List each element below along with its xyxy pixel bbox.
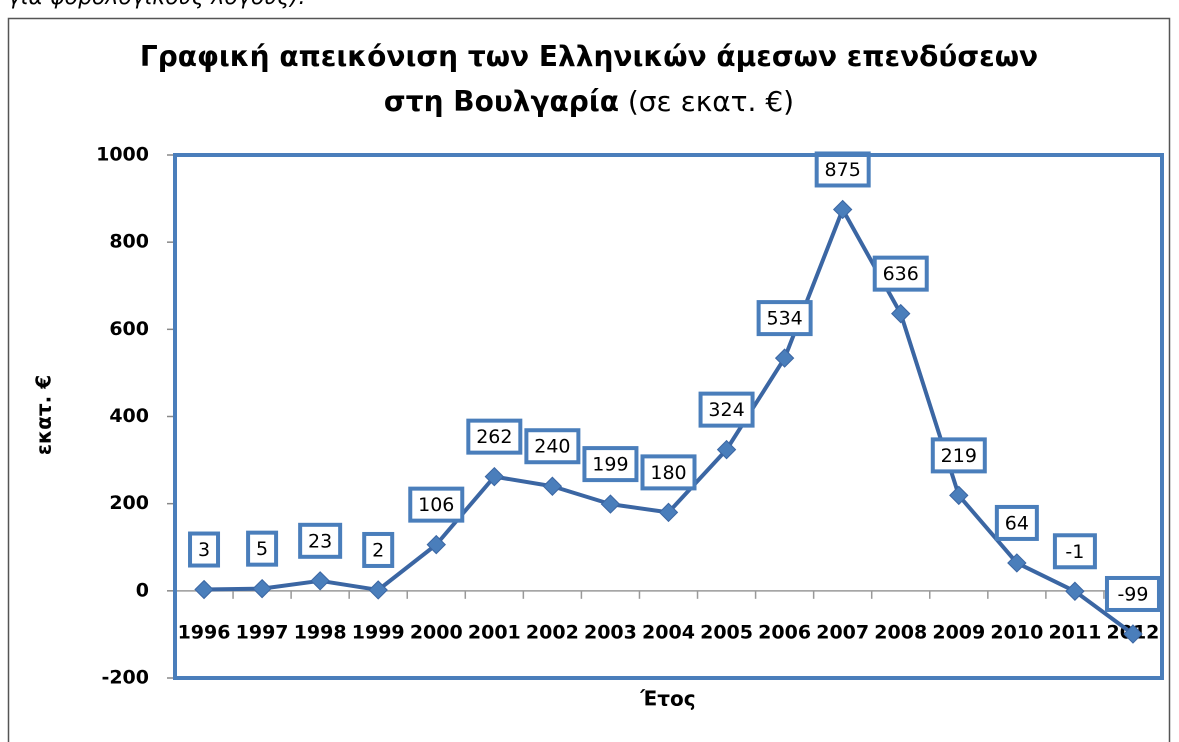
data-label: 324 [708,399,744,421]
data-marker [542,476,563,496]
data-marker [368,580,388,600]
data-marker [891,303,911,324]
data-label: 636 [883,263,919,285]
x-tick-label: 1996 [178,622,231,644]
data-label-box [994,504,1039,541]
plot-border [173,153,1164,680]
data-label-box [698,391,755,428]
y-axis-title: εκατ. € [32,375,56,455]
data-label: 64 [1005,512,1029,534]
data-label-box [298,522,343,559]
y-tick-label: 400 [109,405,149,427]
data-label: 2 [372,539,384,561]
data-label: 23 [308,530,332,552]
data-label-box [756,300,813,337]
chart-title-unit: (σε εκατ. €) [628,85,794,118]
x-tick-label: 2006 [758,622,811,644]
x-tick-label: 2001 [468,622,521,644]
page-text-fragment: για φορολογικούς λόγους). [8,0,306,10]
x-tick-label: 2010 [990,622,1043,644]
y-tick-label: 600 [109,318,149,340]
data-label-box [1052,533,1097,570]
x-tick-label: 1999 [352,622,405,644]
data-label: 875 [825,159,861,181]
data-marker [832,199,853,220]
x-tick-label: 1998 [294,622,347,644]
data-marker [774,348,795,368]
data-marker [949,485,969,506]
data-label: -1 [1065,541,1084,563]
data-label: 534 [766,308,802,330]
data-label: 262 [476,426,512,448]
y-tick-label: 800 [109,231,149,253]
data-marker [658,502,679,523]
data-label: 240 [534,436,570,458]
chart-title-bold: στη Βουλγαρία [384,85,619,118]
data-marker [600,494,621,514]
data-label-box [582,446,639,483]
x-tick-label: 2005 [700,622,753,644]
chart-title-line2: στη Βουλγαρία (σε εκατ. €) [384,85,794,118]
data-marker [716,439,737,460]
data-label: 219 [941,445,977,467]
x-tick-label: 2011 [1048,622,1101,644]
data-label-box [640,454,697,491]
y-tick-label: 1000 [96,144,149,166]
data-label: 106 [418,494,454,516]
x-tick-label: 1997 [236,622,289,644]
data-marker [1007,553,1027,573]
data-label-box [930,437,987,474]
y-tick-label: 200 [109,492,149,514]
data-marker [310,571,330,591]
x-tick-label: 2007 [816,622,869,644]
x-tick-label: 2002 [526,622,579,644]
data-marker [1065,581,1085,601]
data-label: 199 [592,454,628,476]
x-tick-label: 2009 [932,622,985,644]
x-axis-title: Έτος [639,687,695,711]
data-label: -99 [1117,583,1148,605]
chart-border [7,17,1171,742]
data-label-box [872,255,929,292]
data-marker [252,578,272,599]
data-marker [1123,624,1143,644]
y-tick-label: 0 [136,579,149,601]
data-marker [426,534,446,555]
data-marker [484,466,505,487]
data-label: 3 [198,539,210,561]
x-tick-label: 2003 [584,622,637,644]
data-label-box [524,428,581,465]
data-label-box [246,530,279,567]
x-tick-label: 2008 [874,622,927,644]
data-marker [194,579,214,600]
data-line [203,207,1135,636]
data-label-box [362,531,395,568]
data-label-box [188,531,221,568]
data-label: 180 [650,462,686,484]
data-label-box [466,418,523,455]
x-tick-label: 2000 [410,622,463,644]
data-label: 5 [256,538,268,560]
x-tick-label: 2004 [642,622,695,644]
data-label-box [1104,575,1161,612]
y-tick-label: -200 [101,667,149,689]
data-label-box [408,486,465,523]
chart-title: Γραφική απεικόνιση των Ελληνικών άμεσων … [140,40,1038,73]
